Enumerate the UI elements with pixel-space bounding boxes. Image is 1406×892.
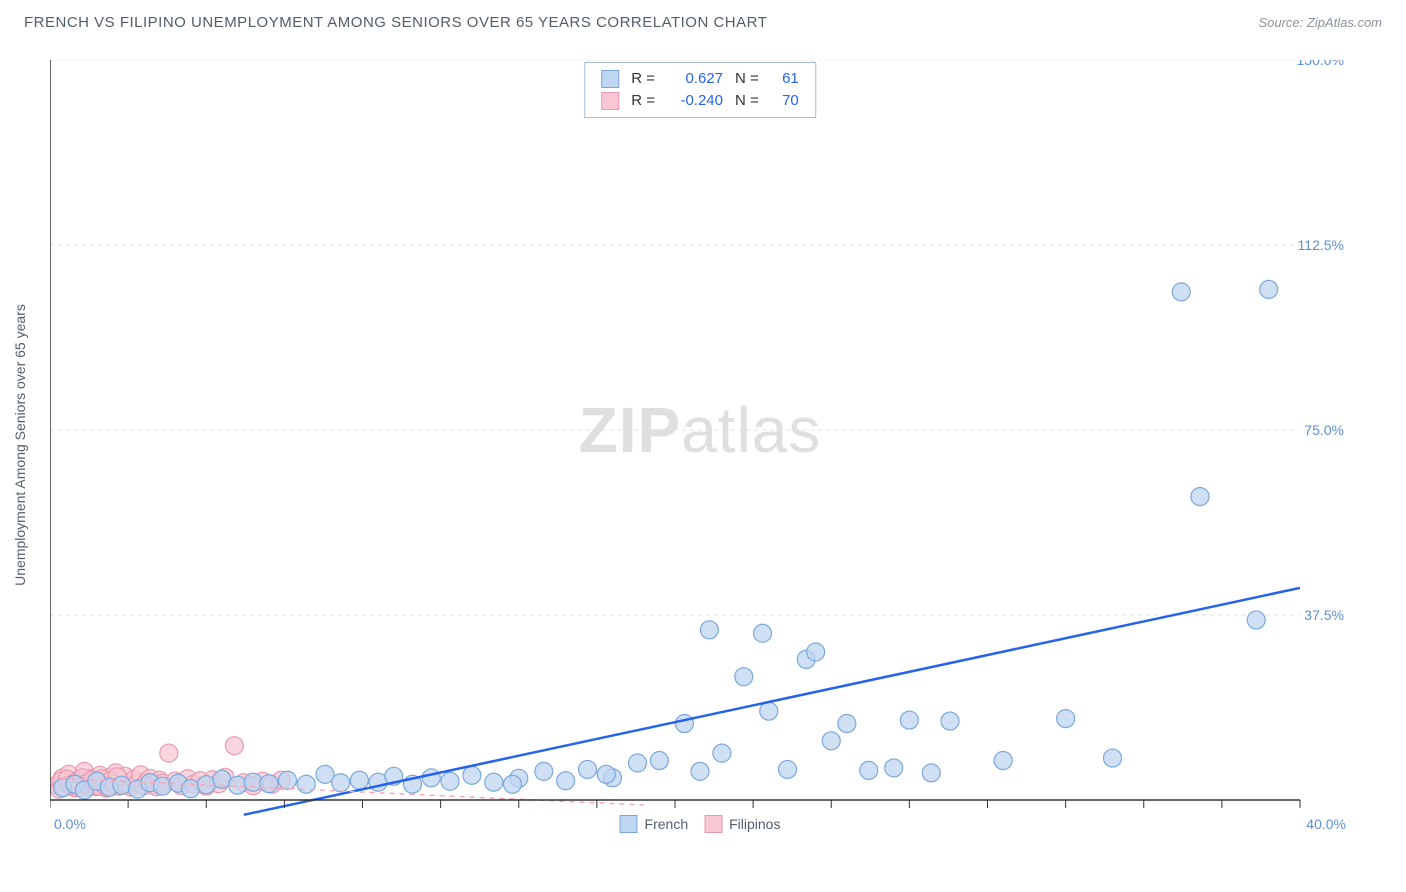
- svg-text:75.0%: 75.0%: [1304, 422, 1344, 438]
- source-attribution: Source: ZipAtlas.com: [1258, 15, 1382, 30]
- swatch-blue-icon: [601, 70, 619, 88]
- scatter-plot: 37.5% 75.0% 112.5% 150.0%: [50, 60, 1350, 830]
- r-label: R =: [631, 90, 655, 112]
- chart-title: FRENCH VS FILIPINO UNEMPLOYMENT AMONG SE…: [24, 14, 767, 31]
- header-bar: FRENCH VS FILIPINO UNEMPLOYMENT AMONG SE…: [0, 0, 1406, 44]
- n-value-french: 61: [771, 68, 799, 90]
- svg-text:150.0%: 150.0%: [1297, 60, 1344, 68]
- y-axis-label: Unemployment Among Seniors over 65 years: [12, 304, 28, 586]
- n-label: N =: [735, 68, 759, 90]
- svg-text:37.5%: 37.5%: [1304, 607, 1344, 623]
- r-value-french: 0.627: [667, 68, 723, 90]
- swatch-pink-icon: [601, 92, 619, 110]
- svg-text:112.5%: 112.5%: [1298, 237, 1344, 253]
- stats-row-filipino: R = -0.240 N = 70: [601, 90, 799, 112]
- r-label: R =: [631, 68, 655, 90]
- stats-row-french: R = 0.627 N = 61: [601, 68, 799, 90]
- chart-area: Unemployment Among Seniors over 65 years…: [50, 60, 1350, 830]
- r-value-filipino: -0.240: [667, 90, 723, 112]
- n-value-filipino: 70: [771, 90, 799, 112]
- stats-legend: R = 0.627 N = 61 R = -0.240 N = 70: [584, 62, 816, 118]
- n-label: N =: [735, 90, 759, 112]
